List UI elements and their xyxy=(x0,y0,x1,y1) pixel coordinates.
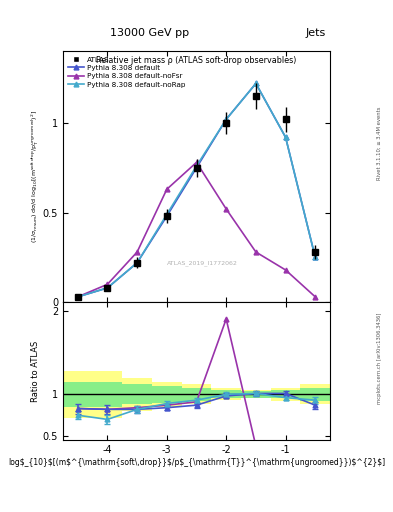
Legend: ATLAS, Pythia 8.308 default, Pythia 8.308 default-noFsr, Pythia 8.308 default-no: ATLAS, Pythia 8.308 default, Pythia 8.30… xyxy=(66,55,187,89)
Text: Relative jet mass ρ (ATLAS soft-drop observables): Relative jet mass ρ (ATLAS soft-drop obs… xyxy=(96,56,297,65)
Text: mcplots.cern.ch [arXiv:1306.3436]: mcplots.cern.ch [arXiv:1306.3436] xyxy=(377,313,382,404)
Text: Rivet 3.1.10; ≥ 3.4M events: Rivet 3.1.10; ≥ 3.4M events xyxy=(377,106,382,180)
Y-axis label: (1/σ$_{\mathrm{resum}}$) dσ/d log$_{10}$[(m$^{\mathrm{soft\,drop}}$/p$_{\mathrm{: (1/σ$_{\mathrm{resum}}$) dσ/d log$_{10}$… xyxy=(30,110,41,243)
X-axis label: log$_{10}$[(m$^{\mathrm{soft\,drop}}$/p$_{\mathrm{T}}^{\mathrm{ungroomed}})$^{2}: log$_{10}$[(m$^{\mathrm{soft\,drop}}$/p$… xyxy=(8,458,385,467)
Text: Jets: Jets xyxy=(306,28,326,38)
Text: 13000 GeV pp: 13000 GeV pp xyxy=(110,28,189,38)
Text: ATLAS_2019_I1772062: ATLAS_2019_I1772062 xyxy=(167,261,238,266)
Y-axis label: Ratio to ATLAS: Ratio to ATLAS xyxy=(31,340,40,402)
